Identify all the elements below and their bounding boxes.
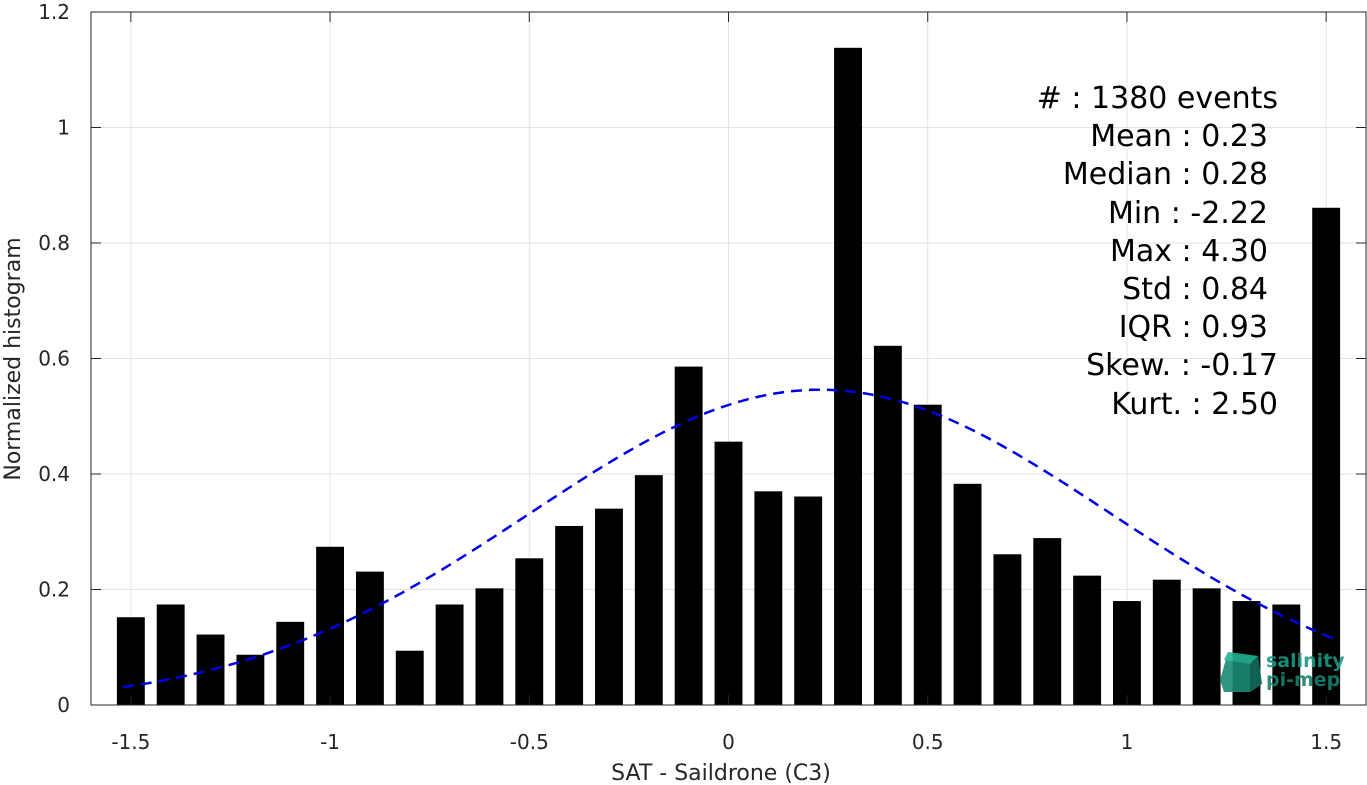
x-tick-label-2: -0.5: [510, 730, 549, 754]
histogram-bar-11: [555, 525, 584, 705]
stat-count: # : 1380 events: [1037, 81, 1278, 116]
histogram-bar-21: [953, 483, 982, 705]
histogram-bar-25: [1112, 601, 1141, 705]
histogram-bar-3: [236, 654, 265, 705]
histogram-bar-17: [794, 496, 823, 705]
y-tick-label-6: 1.2: [38, 0, 70, 24]
histogram-bar-19: [873, 345, 902, 705]
histogram-bar-18: [834, 47, 862, 706]
x-tick-label-1: -1: [320, 730, 340, 754]
y-axis-label: Normalized histogram: [1, 237, 26, 480]
histogram-bar-8: [435, 604, 464, 705]
x-tick-label-5: 1: [1121, 730, 1134, 754]
y-tick-label-4: 0.8: [38, 231, 70, 255]
histogram-bar-6: [355, 571, 384, 705]
histogram-bar-22: [993, 554, 1022, 705]
x-tick-label-6: 1.5: [1310, 730, 1342, 754]
histogram-bar-2: [196, 634, 225, 705]
x-tick-label-0: -1.5: [111, 730, 150, 754]
histogram-bar-1: [156, 604, 185, 705]
y-tick-label-1: 0.2: [38, 578, 70, 602]
stat-median: Median : 0.28: [1063, 157, 1268, 192]
histogram-bar-24: [1073, 575, 1102, 705]
histogram-bar-15: [714, 441, 743, 705]
histogram-bar-4: [276, 621, 305, 705]
stat-kurtosis: Kurt. : 2.50: [1111, 387, 1278, 422]
stat-max: Max : 4.30: [1110, 234, 1268, 269]
y-tick-label-3: 0.6: [38, 347, 70, 371]
histogram-bar-23: [1033, 538, 1062, 705]
histogram-bar-14: [674, 366, 703, 705]
stat-iqr: IQR : 0.93: [1119, 310, 1268, 345]
histogram-bar-16: [754, 491, 783, 705]
gaussian-fit-curve: [122, 388, 1335, 689]
statistics-annotation: # : 1380 events Mean : 0.23 Median : 0.2…: [1037, 81, 1278, 422]
histogram-bar-27: [1192, 588, 1221, 705]
histogram-bar-13: [634, 475, 663, 705]
y-tick-label-0: 0: [57, 693, 70, 717]
histogram-bar-0: [116, 617, 145, 705]
histogram-bar-26: [1152, 579, 1181, 705]
x-tick-label-4: 0.5: [912, 730, 944, 754]
salinity-pi-mep-logo: salinity pi-mep: [1220, 650, 1345, 692]
y-tick-label-2: 0.4: [38, 462, 70, 486]
histogram-bar-20: [913, 404, 942, 705]
x-axis-label: SAT - Saildrone (C3): [611, 761, 831, 785]
stat-skewness: Skew. : -0.17: [1086, 348, 1278, 383]
histogram-bar-9: [475, 588, 504, 705]
axis-ticks: [91, 11, 1366, 706]
x-tick-label-3: 0: [722, 730, 735, 754]
y-tick-label-5: 1: [57, 116, 70, 140]
y-tick-labels: 0 0.2 0.4 0.6 0.8 1 1.2: [38, 0, 70, 717]
histogram-bar-7: [395, 650, 424, 705]
histogram-bar-5: [316, 546, 345, 705]
x-tick-labels: -1.5 -1 -0.5 0 0.5 1 1.5: [111, 730, 1342, 754]
stat-min: Min : -2.22: [1108, 196, 1268, 231]
histogram-bar-10: [515, 558, 544, 705]
histogram-bar-30: [1312, 207, 1341, 705]
histogram-bar-12: [595, 508, 623, 705]
logo-line2: pi-mep: [1266, 669, 1340, 691]
stat-mean: Mean : 0.23: [1090, 119, 1268, 154]
stat-std: Std : 0.84: [1122, 272, 1268, 307]
logo-line1: salinity: [1266, 650, 1345, 672]
